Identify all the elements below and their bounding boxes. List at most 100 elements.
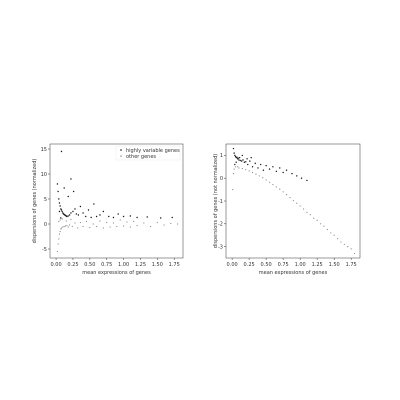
point-other (351, 248, 352, 249)
point-other (279, 189, 280, 190)
point-other (344, 244, 345, 245)
x-tick-label: 1.00 (295, 262, 306, 268)
point-highly-variable (263, 170, 264, 171)
point-other (126, 221, 127, 222)
point-highly-variable (136, 217, 137, 218)
point-highly-variable (61, 151, 62, 152)
point-highly-variable (96, 216, 97, 217)
x-axis-label: mean expressions of genes (259, 270, 328, 276)
point-highly-variable (61, 211, 62, 212)
point-other (61, 227, 62, 228)
x-tick-label: 1.25 (312, 262, 323, 268)
point-other (242, 168, 243, 169)
point-highly-variable (233, 148, 234, 149)
point-other (266, 179, 267, 180)
y-tick-label: 0 (220, 176, 223, 182)
y-axis-label: dispersions of genes (not normalized) (213, 154, 219, 249)
point-other (235, 166, 236, 167)
point-other (272, 184, 273, 185)
point-other (252, 172, 253, 173)
point-other (136, 225, 137, 226)
point-highly-variable (276, 171, 277, 172)
point-other (99, 220, 100, 221)
y-tick-label: -5 (42, 247, 47, 253)
point-other (310, 214, 311, 215)
legend-marker-other (120, 155, 122, 157)
point-other (58, 243, 59, 244)
point-highly-variable (172, 217, 173, 218)
point-highly-variable (238, 159, 239, 160)
point-highly-variable (247, 164, 248, 165)
point-other (303, 208, 304, 209)
point-other (283, 191, 284, 192)
point-highly-variable (72, 211, 73, 212)
point-highly-variable (249, 160, 250, 161)
y-tick-label: 5 (44, 197, 47, 203)
x-axis-ticks: 0.00 0.25 0.50 0.75 1.00 1.25 1.50 1.75 (51, 258, 180, 268)
point-highly-variable (57, 191, 58, 192)
plot-frame (50, 144, 183, 258)
point-highly-variable (265, 165, 266, 166)
point-other (72, 226, 73, 227)
point-highly-variable (59, 202, 60, 203)
point-other (259, 175, 260, 176)
point-highly-variable (123, 216, 124, 217)
point-highly-variable (255, 163, 256, 164)
x-tick-label: 1.25 (135, 262, 146, 268)
point-highly-variable (82, 212, 83, 213)
scatter-normalized-panel: 0.00 0.25 0.50 0.75 1.00 1.25 1.50 1.75 -5 0 5 10 1… (32, 144, 183, 276)
point-highly-variable (239, 157, 240, 158)
point-other (177, 223, 178, 224)
y-axis-ticks: -5051015 (41, 147, 50, 253)
y-tick-label: 10 (41, 172, 47, 178)
x-tick-label: 0.75 (101, 262, 112, 268)
x-axis-label: mean expressions of genes (82, 270, 151, 276)
point-other (143, 222, 144, 223)
point-highly-variable (68, 196, 69, 197)
point-highly-variable (76, 213, 77, 214)
x-tick-label: 0.00 (227, 262, 238, 268)
point-highly-variable (242, 159, 243, 160)
point-other (69, 224, 70, 225)
point-other (59, 233, 60, 234)
point-other (62, 226, 63, 227)
point-other (57, 251, 58, 252)
x-tick-label: 1.75 (346, 262, 357, 268)
point-highly-variable (245, 161, 246, 162)
point-other (306, 212, 307, 213)
point-highly-variable (238, 157, 239, 158)
point-other (74, 222, 75, 223)
point-highly-variable (113, 217, 114, 218)
point-other (255, 174, 256, 175)
scatter-not-normalized-panel: 0.00 0.25 0.50 0.75 1.00 1.25 1.50 1.75 -3-2-10… (213, 144, 360, 276)
point-other (116, 226, 117, 227)
point-highly-variable (296, 175, 297, 176)
point-other (82, 226, 83, 227)
point-other (60, 219, 61, 220)
point-other (337, 238, 338, 239)
point-other (245, 169, 246, 170)
point-highly-variable (306, 180, 307, 181)
point-highly-variable (58, 198, 59, 199)
point-other (58, 221, 59, 222)
point-other (62, 218, 63, 219)
point-highly-variable (244, 162, 245, 163)
point-highly-variable (80, 206, 81, 207)
point-other (293, 200, 294, 201)
point-other (347, 246, 348, 247)
point-other (150, 226, 151, 227)
point-other (323, 225, 324, 226)
point-highly-variable (57, 183, 58, 184)
point-highly-variable (69, 214, 70, 215)
x-tick-label: 0.25 (244, 262, 255, 268)
point-other (249, 170, 250, 171)
point-other (334, 235, 335, 236)
x-axis-ticks: 0.00 0.25 0.50 0.75 1.00 1.25 1.50 1.75 (227, 258, 357, 268)
point-other (60, 228, 61, 229)
point-highly-variable (130, 215, 131, 216)
y-axis-label: dispersions of genes (normalized) (32, 159, 38, 244)
point-highly-variable (70, 212, 71, 213)
point-highly-variable (68, 215, 69, 216)
point-highly-variable (282, 172, 283, 173)
